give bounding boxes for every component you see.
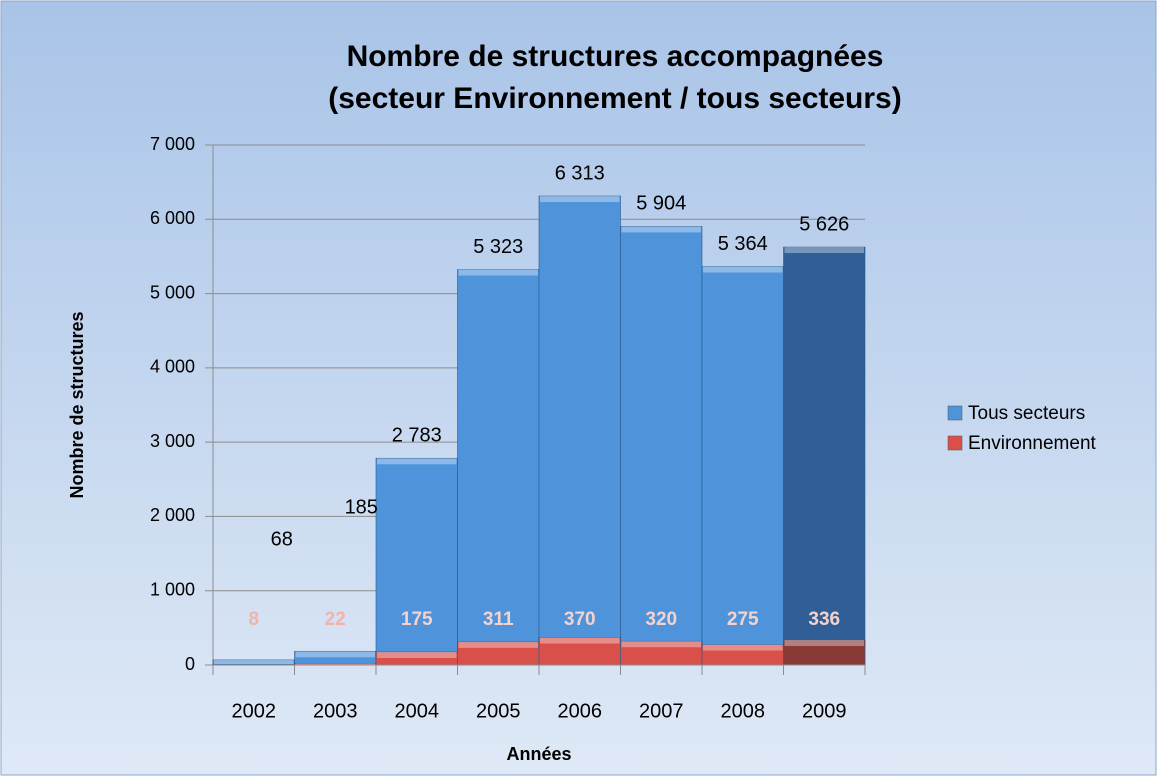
value-label: 22	[325, 609, 346, 630]
value-label: 5 626	[799, 213, 849, 235]
x-tick-label: 2009	[802, 700, 847, 722]
legend-swatch	[947, 435, 963, 451]
value-label: 5 904	[636, 193, 686, 215]
legend-label: Tous secteurs	[968, 403, 1085, 424]
y-tick-label: 1 000	[150, 579, 195, 599]
value-label: 2 783	[392, 425, 442, 447]
bar	[783, 246, 866, 666]
x-tick-label: 2008	[721, 700, 766, 722]
bar-highlight	[540, 637, 620, 644]
bar	[538, 195, 621, 666]
chart-title: Nombre de structures accompagnées	[347, 40, 884, 73]
bar	[457, 269, 540, 666]
bar	[783, 639, 866, 666]
y-tick-label: 6 000	[150, 208, 195, 228]
value-label: 5 364	[718, 233, 768, 255]
y-tick-label: 5 000	[150, 282, 195, 302]
bar-highlight	[784, 247, 864, 254]
value-label: 320	[645, 609, 677, 630]
x-tick-label: 2003	[313, 700, 358, 722]
bar-highlight	[703, 644, 783, 651]
bar-highlight	[458, 269, 538, 276]
value-label: 275	[727, 609, 759, 630]
bar-highlight	[377, 652, 457, 658]
y-axis-label: Nombre de structures	[67, 311, 87, 498]
bar	[701, 266, 784, 666]
bar-highlight	[295, 651, 375, 658]
x-tick-label: 2007	[639, 700, 684, 722]
value-label: 175	[401, 609, 433, 630]
x-tick-label: 2004	[395, 700, 440, 722]
x-tick-label: 2006	[558, 700, 603, 722]
bar-highlight	[458, 641, 538, 648]
bar-highlight	[214, 659, 294, 665]
bar	[620, 226, 703, 666]
value-label: 185	[345, 496, 378, 518]
y-tick-label: 3 000	[150, 431, 195, 451]
x-axis-label: Années	[506, 744, 571, 764]
bar-highlight	[621, 641, 701, 648]
y-tick-label: 7 000	[150, 134, 195, 154]
value-label: 68	[271, 528, 293, 550]
bar	[538, 637, 621, 666]
bar-highlight	[377, 458, 457, 465]
y-tick-label: 2 000	[150, 505, 195, 525]
y-tick-label: 4 000	[150, 357, 195, 377]
bar-highlight	[540, 196, 620, 203]
bar-highlight	[784, 640, 864, 647]
y-tick-label: 0	[185, 654, 195, 674]
legend-label: Environnement	[968, 433, 1097, 454]
bar-highlight	[703, 266, 783, 273]
x-tick-label: 2002	[232, 700, 277, 722]
value-label: 8	[248, 609, 259, 630]
bar	[375, 457, 458, 666]
bar-highlight	[621, 226, 701, 233]
bar-highlight	[295, 663, 375, 665]
value-label: 336	[808, 609, 840, 630]
legend-swatch	[947, 405, 963, 421]
value-label: 6 313	[555, 162, 605, 184]
chart-title: (secteur Environnement / tous secteurs)	[328, 82, 902, 115]
value-label: 370	[564, 609, 596, 630]
value-label: 5 323	[473, 236, 523, 258]
x-tick-label: 2005	[476, 700, 521, 722]
value-label: 311	[483, 609, 514, 630]
